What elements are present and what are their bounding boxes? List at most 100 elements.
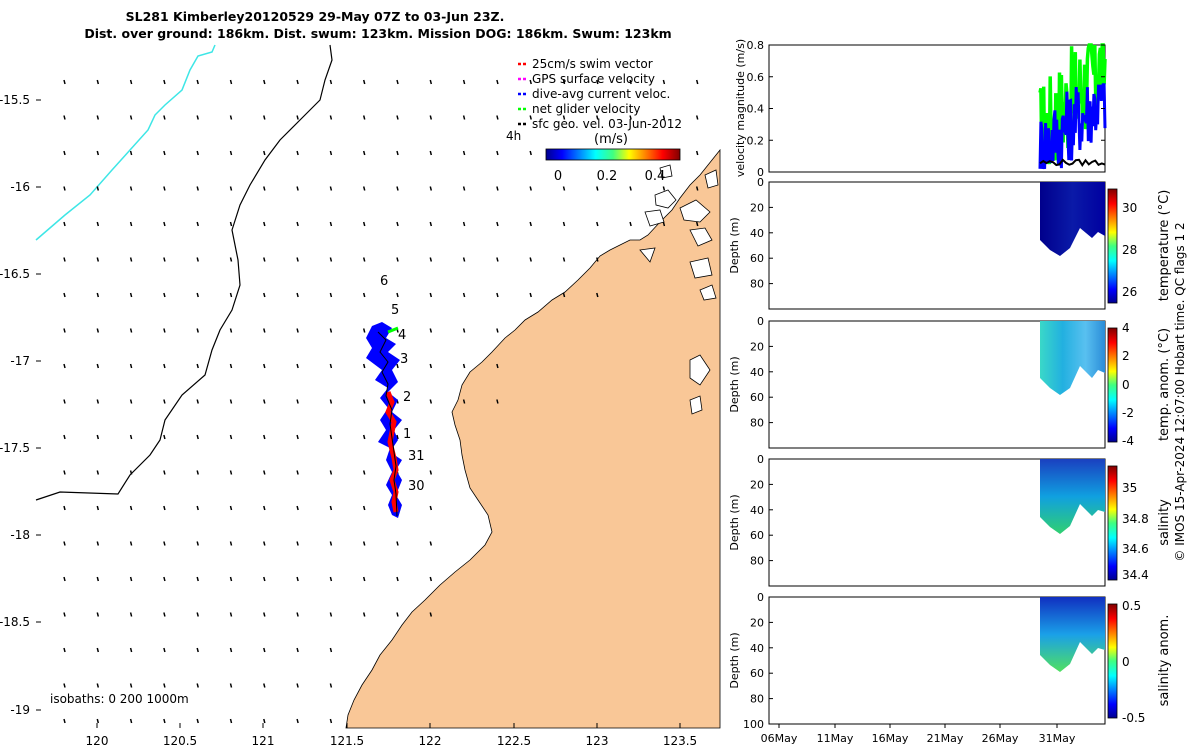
map-x-tick-label: 121.5 — [330, 734, 364, 748]
velocity-vector — [229, 79, 233, 85]
velocity-vector — [396, 292, 399, 298]
velocity-vector — [429, 470, 433, 475]
velocity-vector — [229, 221, 233, 227]
velocity-vector — [96, 541, 100, 546]
velocity-vector — [163, 115, 166, 120]
legend-label: 25cm/s swim vector — [532, 57, 653, 71]
legend-label: dive-avg current veloc. — [532, 87, 670, 101]
velocity-vector — [396, 434, 399, 440]
velocity-vector — [63, 541, 66, 546]
velocity-vector — [529, 150, 532, 156]
velocity-vector — [263, 541, 266, 546]
map-y-ticks: -15.5 -16 -16.5 -17 -17.5 -18 -18.5 -19 — [0, 93, 41, 717]
velocity-vector — [462, 221, 466, 227]
velocity-vector — [229, 718, 233, 724]
velocity-vector — [596, 79, 599, 85]
velocity-vector — [462, 257, 466, 262]
legend-label: GPS surface velocity — [532, 72, 655, 86]
velocity-vector — [196, 292, 199, 298]
velocity-vector — [163, 505, 166, 511]
velocity-y-tick-label: 0.8 — [747, 39, 765, 52]
velocity-vector — [96, 505, 100, 511]
velocity-vector — [662, 221, 666, 227]
velocity-vector — [229, 683, 233, 688]
time-tick-label: 11May — [817, 732, 854, 745]
depth-colorbar — [1107, 327, 1118, 443]
velocity-vector — [229, 541, 233, 546]
depth-y-tick-label: 80 — [750, 693, 764, 706]
velocity-vector — [496, 328, 499, 333]
velocity-vector — [96, 186, 100, 191]
map-colorbar — [545, 148, 681, 161]
velocity-vector — [263, 328, 266, 333]
velocity-vector — [596, 257, 599, 262]
velocity-vector — [296, 257, 299, 262]
depth-section-fill — [1040, 597, 1105, 672]
velocity-vector — [263, 647, 266, 653]
map-y-tick-label: -19 — [10, 703, 30, 717]
depth-y-tick-label: 60 — [750, 529, 764, 542]
depth-colorbar-tick: -2 — [1122, 406, 1134, 420]
velocity-vector — [63, 434, 66, 440]
velocity-vector — [396, 541, 399, 546]
map-x-tick-label: 123.5 — [663, 734, 697, 748]
velocity-vector — [296, 399, 299, 404]
velocity-vector — [196, 150, 199, 156]
velocity-vector — [129, 718, 133, 724]
day-label: 6 — [380, 274, 388, 289]
depth-colorbar-tick: 34.4 — [1122, 568, 1149, 582]
velocity-vector — [63, 470, 66, 475]
depth-y-tick-label: 0 — [757, 591, 764, 604]
velocity-vector — [496, 115, 499, 120]
depth-y-tick-label: 80 — [750, 417, 764, 430]
velocity-vector — [263, 718, 266, 724]
velocity-vector — [229, 647, 233, 653]
velocity-vector — [296, 576, 299, 582]
velocity-vector — [462, 399, 466, 404]
velocity-vector — [196, 612, 199, 617]
depth-y-tick-label: 20 — [750, 616, 764, 629]
velocity-vector — [695, 150, 699, 156]
velocity-vector — [329, 399, 333, 404]
velocity-vector — [429, 115, 433, 120]
map-colorbar-tick: 0 — [554, 169, 562, 184]
velocity-vector — [429, 612, 433, 617]
velocity-vector — [562, 292, 566, 298]
velocity-vector — [296, 115, 299, 120]
map-x-tick-label: 122 — [419, 734, 442, 748]
velocity-vector — [596, 292, 599, 298]
velocity-vector — [462, 292, 466, 298]
velocity-vector — [362, 363, 366, 369]
velocity-vector — [362, 576, 366, 582]
velocity-vector — [429, 434, 433, 440]
velocity-vector — [629, 186, 632, 191]
velocity-vector — [196, 683, 199, 688]
velocity-vector — [129, 647, 133, 653]
velocity-vector — [362, 186, 366, 191]
velocity-vector — [329, 328, 333, 333]
colorbar-unit: (m/s) — [594, 132, 628, 147]
depth-y-tick-label: 40 — [750, 227, 764, 240]
velocity-vector — [396, 576, 399, 582]
depth-section-fill — [1040, 182, 1105, 256]
velocity-vector — [263, 221, 266, 227]
velocity-vector — [229, 150, 233, 156]
velocity-vector — [329, 470, 333, 475]
velocity-series-line — [1038, 43, 1107, 165]
velocity-vector — [362, 505, 366, 511]
velocity-vector — [163, 328, 166, 333]
velocity-vector — [263, 683, 266, 688]
velocity-vector — [296, 186, 299, 191]
glider-track-current — [366, 322, 402, 518]
velocity-vector — [596, 186, 599, 191]
time-tick-label: 21May — [927, 732, 964, 745]
depth-colorbar-tick: 34.6 — [1122, 542, 1149, 556]
velocity-vector — [63, 186, 66, 191]
velocity-vector — [63, 115, 66, 120]
legend-label: sfc geo. vel. 03-Jun-2012 — [532, 117, 682, 131]
velocity-vector — [296, 647, 299, 653]
velocity-vector — [163, 612, 166, 617]
velocity-vector — [362, 150, 366, 156]
velocity-vector — [163, 470, 166, 475]
